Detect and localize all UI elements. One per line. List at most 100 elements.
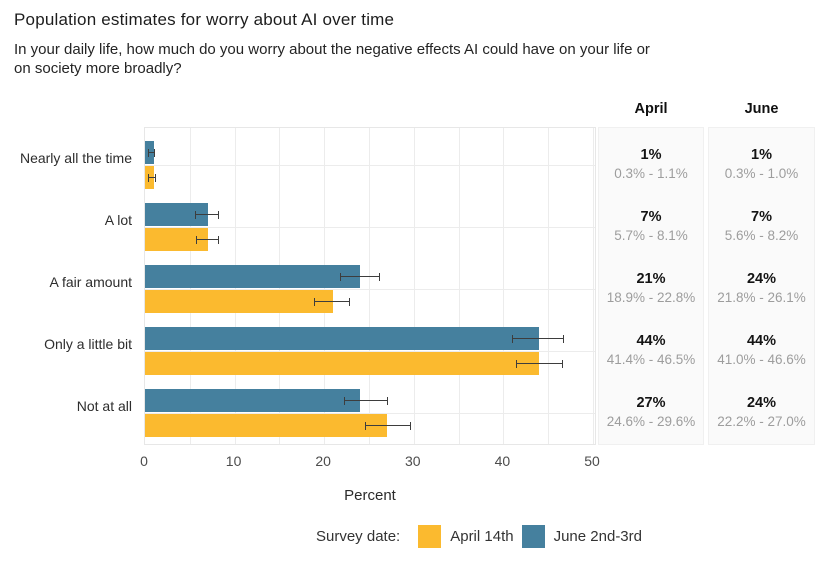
bar-chart-plot-area bbox=[144, 127, 596, 445]
category-label: Nearly all the time bbox=[19, 150, 132, 166]
error-bar-cap bbox=[195, 211, 197, 219]
category-label: A fair amount bbox=[49, 274, 133, 290]
legend: Survey date: April 14th June 2nd-3rd bbox=[144, 523, 814, 549]
legend-title: Survey date: bbox=[316, 527, 401, 545]
category-label: A lot bbox=[104, 212, 132, 228]
error-bar-june bbox=[343, 400, 387, 401]
bar-april bbox=[145, 414, 387, 437]
table-cell-value: 7% bbox=[640, 209, 662, 226]
x-tick-label: 20 bbox=[315, 453, 331, 469]
page-title: Population estimates for worry about AI … bbox=[14, 10, 395, 29]
table-row: 1% 0.3% - 1.0% bbox=[709, 128, 814, 190]
table-row: 7% 5.6% - 8.2% bbox=[709, 190, 814, 252]
table-cell-value: 24% bbox=[746, 271, 777, 288]
error-bar-cap bbox=[349, 298, 351, 306]
bar-april bbox=[145, 228, 208, 251]
bar-june bbox=[145, 327, 540, 350]
x-tick-label: 40 bbox=[494, 453, 511, 469]
error-bar-cap bbox=[153, 149, 155, 157]
error-bar-cap bbox=[147, 149, 149, 157]
table-column-april: 1% 0.3% - 1.1% 7% 5.7% - 8.1% 21% 18.9% - 22.… bbox=[598, 127, 704, 445]
error-bar-april bbox=[314, 301, 350, 302]
category-label: Not at all bbox=[76, 398, 132, 414]
gridline-horizontal bbox=[145, 413, 595, 414]
table-cell-ci: 18.9% - 22.8% bbox=[606, 290, 696, 306]
legend-swatch-april-icon bbox=[418, 524, 442, 548]
error-bar-cap bbox=[343, 397, 345, 405]
bar-april bbox=[145, 352, 540, 375]
error-bar-june bbox=[512, 338, 563, 339]
table-cell-ci: 5.7% - 8.1% bbox=[614, 228, 688, 244]
table-column-june: 1% 0.3% - 1.0% 7% 5.6% - 8.2% 24% 21.8% - 26.… bbox=[708, 127, 815, 445]
error-bar-cap bbox=[410, 422, 412, 430]
error-bar-cap bbox=[340, 273, 342, 281]
error-bar-june bbox=[147, 152, 154, 153]
table-row: 44% 41.0% - 46.6% bbox=[709, 314, 814, 376]
error-bar-cap bbox=[218, 211, 220, 219]
error-bar-cap bbox=[154, 174, 156, 182]
legend-item-april: April 14th bbox=[450, 527, 514, 545]
table-cell-ci: 41.4% - 46.5% bbox=[606, 352, 696, 368]
table-cell-ci: 5.6% - 8.2% bbox=[724, 228, 799, 244]
gridline-vertical bbox=[369, 128, 370, 444]
error-bar-cap bbox=[314, 298, 316, 306]
table-row: 21% 18.9% - 22.8% bbox=[599, 252, 703, 314]
gridline-vertical bbox=[458, 128, 460, 444]
bar-april bbox=[145, 290, 334, 313]
x-tick-label: 50 bbox=[584, 453, 600, 469]
table-header-june: June bbox=[744, 101, 779, 117]
table-cell-ci: 22.2% - 27.0% bbox=[717, 414, 806, 430]
x-tick-label: 30 bbox=[405, 453, 421, 469]
table-cell-value: 27% bbox=[636, 395, 666, 412]
table-cell-value: 44% bbox=[636, 333, 666, 350]
bar-june bbox=[145, 203, 208, 226]
error-bar-april bbox=[365, 425, 411, 426]
error-bar-cap bbox=[561, 360, 563, 368]
error-bar-cap bbox=[196, 236, 198, 244]
table-row: 24% 21.8% - 26.1% bbox=[709, 252, 814, 314]
error-bar-april bbox=[147, 177, 155, 178]
table-cell-value: 44% bbox=[746, 333, 777, 350]
table-cell-ci: 0.3% - 1.0% bbox=[724, 166, 799, 182]
error-bar-cap bbox=[386, 397, 388, 405]
table-cell-ci: 0.3% - 1.1% bbox=[614, 166, 688, 182]
table-cell-value: 1% bbox=[640, 147, 662, 164]
gridline-horizontal bbox=[145, 227, 595, 228]
table-row: 1% 0.3% - 1.1% bbox=[599, 128, 703, 190]
bar-june bbox=[145, 265, 361, 288]
x-tick-label: 0 bbox=[140, 453, 148, 469]
error-bar-april bbox=[515, 363, 562, 364]
legend-item-june: June 2nd-3rd bbox=[553, 527, 642, 545]
table-cell-value: 21% bbox=[636, 271, 666, 288]
chart-subtitle-question: In your daily life, how much do you worr… bbox=[14, 41, 650, 77]
x-tick-label: 10 bbox=[225, 453, 242, 469]
gridline-vertical bbox=[503, 128, 505, 444]
category-label: Only a little bit bbox=[44, 336, 132, 352]
table-cell-ci: 41.0% - 46.6% bbox=[717, 352, 806, 368]
table-row: 44% 41.4% - 46.5% bbox=[599, 314, 703, 376]
table-cell-value: 24% bbox=[746, 395, 777, 412]
table-cell-value: 7% bbox=[751, 209, 772, 226]
error-bar-cap bbox=[562, 335, 564, 343]
error-bar-april bbox=[196, 239, 218, 240]
bar-june bbox=[145, 389, 361, 412]
table-row: 24% 22.2% - 27.0% bbox=[709, 376, 814, 438]
gridline-vertical bbox=[548, 128, 550, 444]
x-axis-title: Percent bbox=[344, 487, 396, 504]
error-bar-june bbox=[340, 276, 379, 277]
table-row: 7% 5.7% - 8.1% bbox=[599, 190, 703, 252]
gridline-horizontal bbox=[145, 165, 595, 166]
error-bar-cap bbox=[515, 360, 517, 368]
error-bar-cap bbox=[147, 174, 149, 182]
error-bar-cap bbox=[217, 236, 219, 244]
gridline-horizontal bbox=[145, 351, 595, 352]
legend-swatch-june-icon bbox=[521, 524, 545, 548]
gridline-horizontal bbox=[145, 289, 595, 290]
gridline-vertical bbox=[413, 128, 415, 444]
table-cell-ci: 24.6% - 29.6% bbox=[606, 414, 696, 430]
gridline-vertical bbox=[593, 128, 594, 444]
error-bar-june bbox=[195, 214, 219, 215]
error-bar-cap bbox=[378, 273, 380, 281]
table-cell-value: 1% bbox=[751, 147, 772, 164]
